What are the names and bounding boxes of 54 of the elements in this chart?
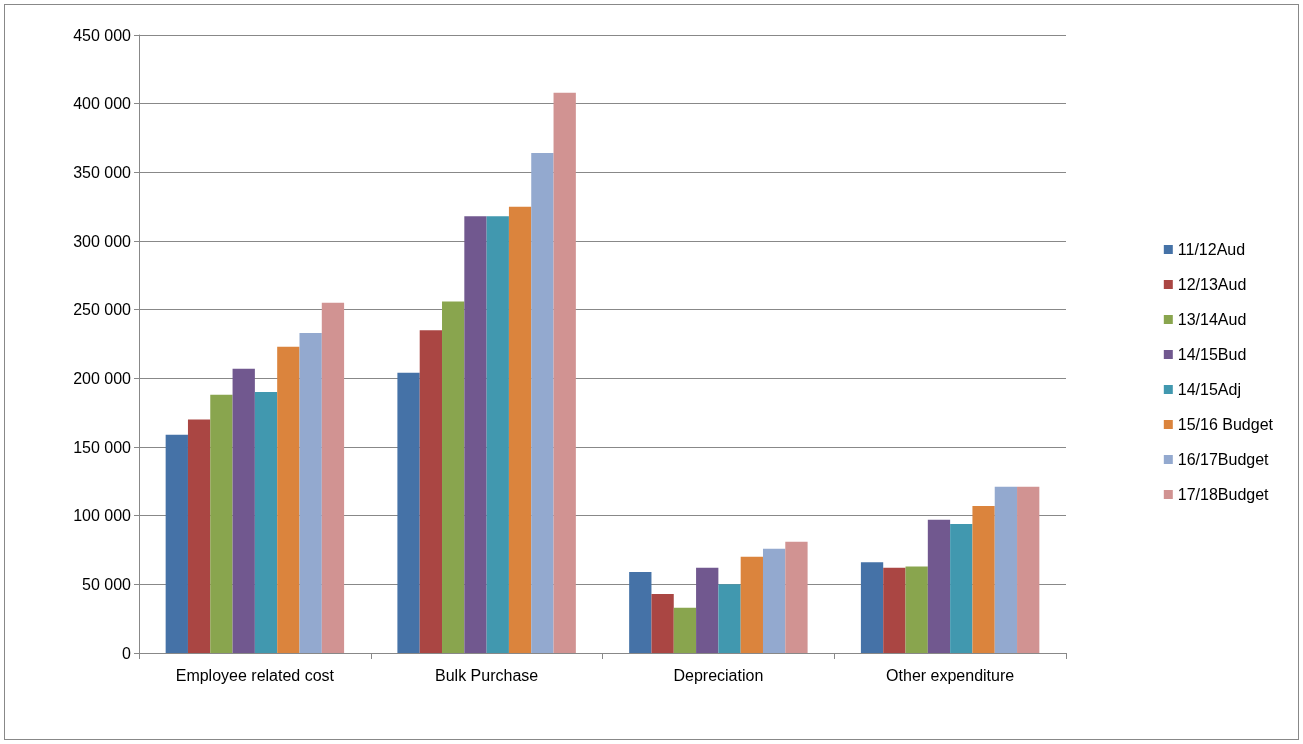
bar bbox=[883, 567, 906, 653]
y-tick-label: 0 bbox=[122, 644, 132, 662]
bar bbox=[629, 571, 652, 653]
y-tick-label: 200 000 bbox=[73, 369, 132, 387]
bar bbox=[531, 153, 554, 653]
bar bbox=[740, 556, 763, 653]
y-tick-label: 250 000 bbox=[73, 301, 132, 319]
bar bbox=[486, 216, 509, 653]
x-tick-label: Bulk Purchase bbox=[435, 666, 539, 684]
legend-label: 13/14Aud bbox=[1177, 311, 1247, 328]
bar bbox=[718, 584, 741, 653]
bar bbox=[927, 519, 951, 653]
bar bbox=[464, 216, 487, 653]
bar bbox=[321, 302, 345, 653]
y-tick-label: 350 000 bbox=[73, 163, 132, 181]
x-tick-label: Other expenditure bbox=[886, 666, 1015, 684]
bar bbox=[905, 566, 928, 653]
bar bbox=[651, 593, 674, 653]
bar bbox=[210, 394, 233, 653]
bar bbox=[187, 419, 211, 653]
legend-label: 16/17Budget bbox=[1177, 451, 1270, 468]
bar bbox=[950, 523, 973, 653]
y-tick-label: 400 000 bbox=[73, 95, 132, 113]
x-tick-label: Depreciation bbox=[673, 666, 764, 684]
legend-label: 15/16 Budget bbox=[1177, 416, 1274, 433]
legend-label: 11/12Aud bbox=[1177, 241, 1246, 258]
legend-label: 14/15Bud bbox=[1177, 346, 1247, 363]
x-tick-label: Employee related cost bbox=[175, 666, 335, 684]
legend-label: 12/13Aud bbox=[1177, 276, 1247, 293]
bar bbox=[994, 486, 1018, 653]
bar bbox=[785, 541, 808, 653]
legend-label: 17/18Budget bbox=[1177, 486, 1270, 503]
bar bbox=[673, 607, 697, 653]
bar bbox=[696, 567, 719, 653]
bar bbox=[508, 206, 532, 653]
bar bbox=[860, 562, 884, 653]
bar bbox=[397, 372, 420, 653]
y-tick-label: 300 000 bbox=[73, 232, 132, 250]
bar bbox=[442, 301, 465, 653]
bar bbox=[277, 346, 300, 653]
bar bbox=[299, 333, 322, 653]
bar bbox=[972, 506, 995, 653]
bar bbox=[553, 92, 576, 653]
bar bbox=[762, 548, 786, 653]
bar bbox=[1017, 486, 1040, 653]
bar bbox=[165, 434, 188, 653]
y-tick-label: 50 000 bbox=[82, 575, 132, 593]
bar bbox=[419, 330, 443, 653]
y-tick-label: 450 000 bbox=[73, 26, 132, 44]
y-tick-label: 150 000 bbox=[73, 438, 132, 456]
bar bbox=[232, 368, 255, 653]
bar bbox=[254, 392, 278, 653]
y-tick-label: 100 000 bbox=[73, 507, 132, 525]
legend-label: 14/15Adj bbox=[1177, 381, 1241, 398]
